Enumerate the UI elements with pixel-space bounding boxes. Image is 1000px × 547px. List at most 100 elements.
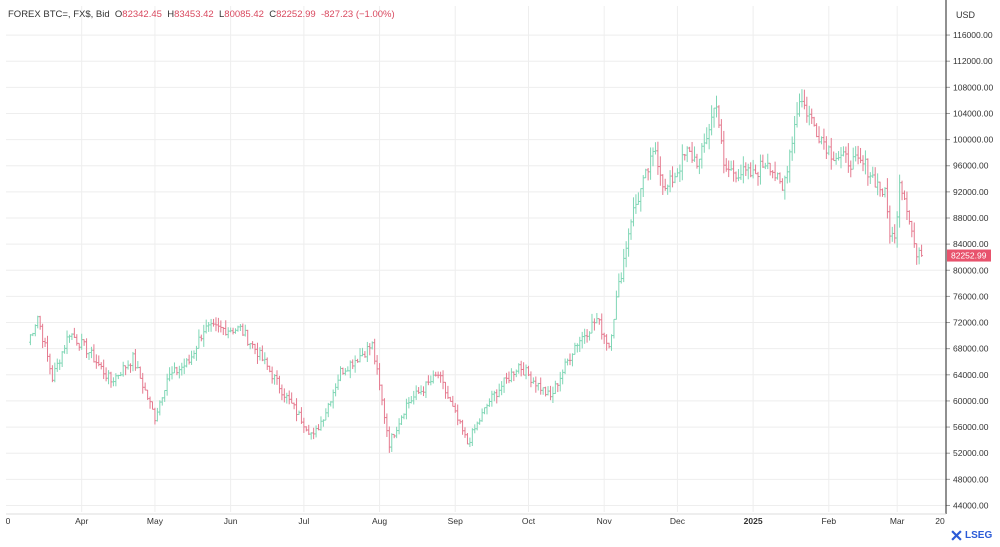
ohlc-bar	[510, 368, 513, 383]
ohlc-bar	[737, 169, 740, 182]
ohlc-bar	[593, 318, 596, 331]
ohlc-bar	[920, 244, 923, 257]
ohlc-bar	[659, 156, 662, 186]
ohlc-bar	[649, 147, 652, 180]
ohlc-bar	[532, 377, 535, 384]
ohlc-bar	[888, 205, 892, 244]
ohlc-bar	[400, 415, 403, 425]
ohlc-bar	[160, 397, 164, 406]
ohlc-bar	[702, 133, 706, 153]
ohlc-bar	[178, 365, 181, 379]
ohlc-bar	[666, 184, 669, 195]
ohlc-bar	[341, 367, 345, 375]
ohlc-bar	[617, 273, 621, 298]
ohlc-bar	[314, 425, 318, 438]
ohlc-bar	[661, 174, 665, 195]
ohlc-bar	[234, 328, 237, 334]
ohlc-bar	[119, 371, 123, 377]
ohlc-bar	[65, 330, 69, 355]
ohlc-bar	[148, 396, 152, 409]
ohlc-bar	[485, 403, 489, 415]
ohlc-bar	[778, 172, 782, 184]
ohlc-bar	[590, 313, 594, 334]
ohlc-bar	[200, 334, 203, 342]
ohlc-bar	[622, 248, 626, 283]
ohlc-bar	[549, 385, 552, 401]
ohlc-bar	[346, 366, 350, 372]
ohlc-bar	[759, 154, 762, 185]
ohlc-bar	[790, 136, 794, 161]
ohlc-bar	[576, 343, 579, 353]
ohlc-bar	[678, 164, 682, 182]
ohlc-bar	[851, 147, 855, 170]
ohlc-bar	[300, 407, 303, 425]
ohlc-bar	[256, 342, 259, 364]
y-tick-label: 76000.00	[953, 291, 989, 301]
y-tick-label: 108000.00	[953, 82, 993, 92]
ohlc-bar	[624, 241, 628, 268]
ohlc-bar	[446, 385, 450, 399]
ohlc-bar	[781, 178, 784, 191]
ohlc-bar	[527, 365, 530, 377]
ohlc-bar	[175, 366, 179, 376]
ohlc-bar	[673, 172, 677, 184]
ohlc-bar	[77, 342, 81, 351]
ohlc-bar	[854, 146, 857, 162]
ohlc-bar	[783, 175, 787, 200]
ohlc-bar	[890, 226, 894, 242]
ohlc-bar	[493, 390, 496, 402]
ohlc-bar	[75, 334, 79, 346]
ohlc-bar	[839, 147, 843, 169]
ohlc-bar	[444, 381, 447, 399]
ohlc-bar	[305, 426, 308, 432]
ohlc-bar	[842, 146, 845, 157]
ohlc-bar	[522, 362, 525, 376]
ohlc-bar	[705, 127, 709, 145]
ohlc-bar	[383, 398, 386, 424]
ohlc-bar	[87, 352, 91, 360]
ohlc-bar	[187, 354, 191, 365]
ohlc-bar	[204, 319, 208, 334]
ohlc-bar	[746, 163, 750, 180]
ohlc-bar	[585, 329, 589, 343]
ohlc-bar	[502, 377, 506, 393]
y-tick-label: 116000.00	[953, 30, 993, 40]
ohlc-bar	[717, 105, 721, 129]
x-tick-label: Jul	[298, 516, 309, 526]
ohlc-bar	[475, 421, 479, 431]
ohlc-bar	[541, 387, 545, 395]
legend-symbol: FOREX BTC=, FX$, Bid	[8, 9, 110, 20]
ohlc-bar	[414, 385, 418, 401]
legend-close-label: C	[269, 9, 277, 20]
ohlc-bar	[287, 390, 291, 405]
ohlc-bar	[417, 387, 420, 394]
ohlc-bar	[309, 432, 313, 440]
ohlc-bar	[529, 371, 533, 388]
ohlc-bar	[409, 396, 413, 404]
ohlc-bar	[329, 401, 333, 407]
ohlc-bar	[580, 331, 584, 349]
ohlc-bar	[722, 130, 726, 174]
ohlc-bar	[241, 323, 245, 336]
legend-high-label: H	[167, 9, 175, 20]
ohlc-bar	[749, 162, 752, 178]
ohlc-bar	[466, 433, 469, 445]
ohlc-bar	[720, 119, 723, 144]
ohlc-bar	[334, 383, 337, 397]
ohlc-bar	[407, 397, 411, 409]
x-tick-label: 2025	[744, 516, 763, 526]
ohlc-bar	[51, 365, 54, 383]
ohlc-bar	[869, 172, 872, 184]
ohlc-bar	[800, 89, 804, 108]
x-tick-label: May	[147, 516, 164, 526]
ohlc-bar	[48, 353, 52, 375]
ohlc-bar	[873, 167, 877, 188]
ohlc-bar	[812, 116, 816, 127]
ohlc-bar	[629, 219, 633, 240]
ohlc-bar	[715, 95, 718, 118]
ohlc-bar	[246, 329, 250, 346]
ohlc-bar	[668, 170, 672, 193]
ohlc-bar	[268, 365, 271, 373]
ohlc-bar	[395, 426, 398, 439]
